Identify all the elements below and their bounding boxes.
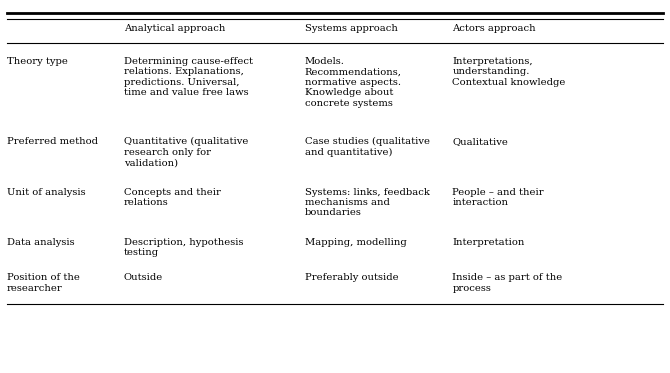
Text: Concepts and their
relations: Concepts and their relations [124,188,221,207]
Text: Analytical approach: Analytical approach [124,24,225,33]
Text: Data analysis: Data analysis [7,238,74,247]
Text: Interpretations,
understanding.
Contextual knowledge: Interpretations, understanding. Contextu… [452,57,565,87]
Text: Models.
Recommendations,
normative aspects.
Knowledge about
concrete systems: Models. Recommendations, normative aspec… [305,57,402,108]
Text: Systems: links, feedback
mechanisms and
boundaries: Systems: links, feedback mechanisms and … [305,188,429,217]
Text: Preferably outside: Preferably outside [305,273,399,282]
Text: Theory type: Theory type [7,57,68,66]
Text: Outside: Outside [124,273,163,282]
Text: Quantitative (qualitative
research only for
validation): Quantitative (qualitative research only … [124,137,249,167]
Text: Description, hypothesis
testing: Description, hypothesis testing [124,238,243,257]
Text: Case studies (qualitative
and quantitative): Case studies (qualitative and quantitati… [305,137,430,157]
Text: Unit of analysis: Unit of analysis [7,188,85,197]
Text: Actors approach: Actors approach [452,24,536,33]
Text: Position of the
researcher: Position of the researcher [7,273,80,293]
Text: Inside – as part of the
process: Inside – as part of the process [452,273,563,293]
Text: Determining cause-effect
relations. Explanations,
predictions. Universal,
time a: Determining cause-effect relations. Expl… [124,57,253,97]
Text: Interpretation: Interpretation [452,238,525,247]
Text: People – and their
interaction: People – and their interaction [452,188,544,207]
Text: Qualitative: Qualitative [452,137,508,146]
Text: Preferred method: Preferred method [7,137,98,146]
Text: Systems approach: Systems approach [305,24,398,33]
Text: Mapping, modelling: Mapping, modelling [305,238,407,247]
